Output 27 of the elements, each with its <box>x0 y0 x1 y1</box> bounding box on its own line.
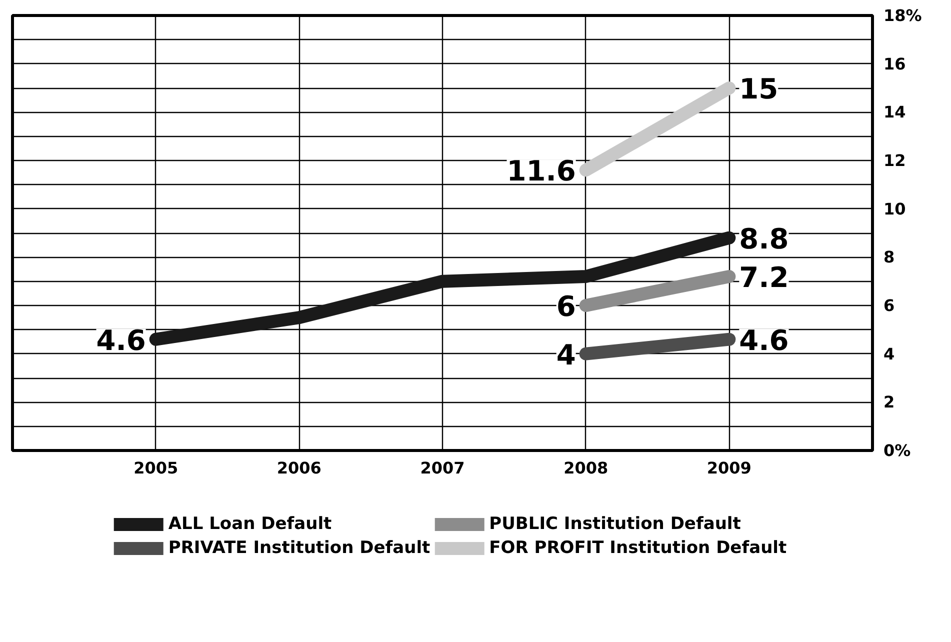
legend-label: ALL Loan Default <box>168 514 332 534</box>
data-label: 4.6 <box>96 324 146 357</box>
y-tick-label: 10 <box>884 199 906 218</box>
y-tick-label: 4 <box>884 344 895 364</box>
y-tick-label: 14 <box>884 102 906 122</box>
data-label: 4 <box>556 338 576 372</box>
y-tick-label: 18% <box>884 6 922 25</box>
y-tick-label: 0% <box>884 441 911 460</box>
legend-label: PRIVATE Institution Default <box>168 538 430 558</box>
y-tick-label: 8 <box>884 248 895 267</box>
y-tick-label: 12 <box>884 151 906 170</box>
x-tick-label: 2007 <box>420 458 465 478</box>
legend-label: FOR PROFIT Institution Default <box>489 538 787 558</box>
x-tick-label: 2008 <box>564 458 608 478</box>
y-tick-label: 6 <box>884 296 895 315</box>
data-label: 8.8 <box>739 222 789 256</box>
y-tick-label: 2 <box>884 392 895 412</box>
x-tick-label: 2005 <box>134 458 178 478</box>
x-tick-label: 2006 <box>276 458 322 478</box>
legend-label: PUBLIC Institution Default <box>489 514 741 534</box>
data-label: 6 <box>556 290 576 323</box>
data-label: 4.6 <box>739 324 789 357</box>
data-label: 7.2 <box>739 261 789 294</box>
data-label: 15 <box>739 72 778 106</box>
y-tick-label: 16 <box>884 54 906 74</box>
x-tick-label: 2009 <box>706 458 752 478</box>
data-label: 11.6 <box>506 154 576 188</box>
